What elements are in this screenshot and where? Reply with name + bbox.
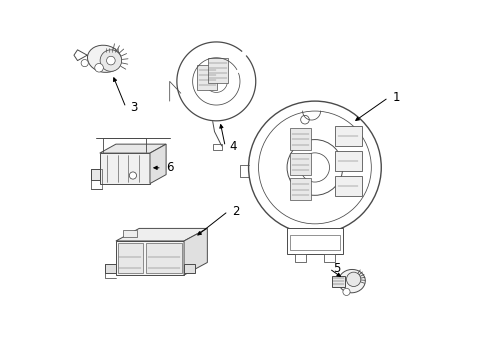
Polygon shape [100, 144, 166, 153]
Ellipse shape [339, 269, 366, 293]
Circle shape [95, 63, 103, 72]
Text: 2: 2 [232, 205, 240, 218]
Polygon shape [91, 169, 100, 180]
Text: 6: 6 [166, 161, 173, 174]
Circle shape [287, 140, 343, 195]
Bar [287, 228, 343, 254]
Circle shape [343, 288, 350, 296]
Polygon shape [184, 228, 207, 275]
Circle shape [259, 111, 371, 224]
Polygon shape [290, 128, 311, 149]
Circle shape [100, 50, 122, 71]
Circle shape [129, 172, 137, 179]
Polygon shape [290, 153, 311, 175]
Polygon shape [332, 276, 344, 287]
Bar [295, 254, 306, 261]
Circle shape [248, 101, 381, 234]
Circle shape [301, 115, 309, 124]
Circle shape [346, 272, 361, 287]
Bar [123, 230, 137, 237]
Bar [335, 126, 362, 146]
Polygon shape [184, 264, 195, 273]
Polygon shape [197, 65, 217, 90]
Bar [335, 176, 362, 196]
Circle shape [205, 70, 227, 93]
Polygon shape [116, 241, 184, 275]
Bar [335, 151, 362, 171]
Text: 5: 5 [334, 262, 341, 275]
Text: 3: 3 [130, 101, 138, 114]
Bar [290, 235, 340, 250]
Polygon shape [105, 264, 116, 273]
Bar [118, 243, 143, 273]
Polygon shape [150, 144, 166, 184]
Polygon shape [116, 228, 207, 241]
Polygon shape [100, 153, 150, 184]
Polygon shape [208, 58, 228, 83]
Bar [147, 243, 182, 273]
Bar [324, 254, 335, 261]
Bar [213, 144, 221, 149]
Text: 1: 1 [393, 91, 400, 104]
Circle shape [107, 56, 115, 65]
Polygon shape [290, 178, 311, 200]
Circle shape [300, 153, 329, 182]
Ellipse shape [88, 45, 122, 72]
Text: 4: 4 [230, 140, 237, 153]
Circle shape [81, 59, 88, 67]
